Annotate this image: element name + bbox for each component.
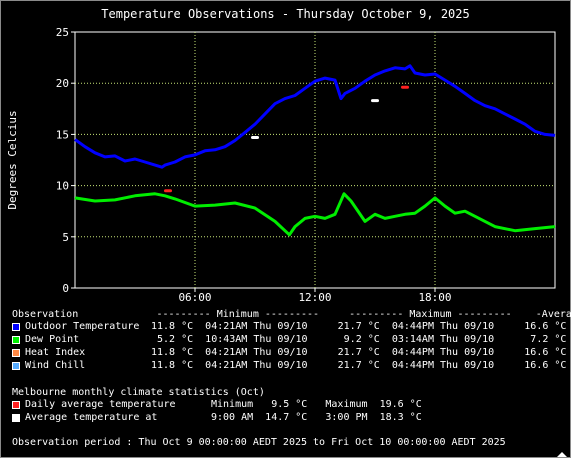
row-values-dew: 5.2 °C 10:43AM Thu 09/10 9.2 °C 03:14AM … [151, 334, 567, 345]
y-tick-label: 15 [56, 128, 69, 141]
x-tick-label: 06:00 [178, 291, 211, 304]
row-label-heat: Heat Index [25, 347, 86, 358]
row-label-wind: Wind Chill [25, 360, 86, 371]
legend-swatch-outdoor [12, 323, 20, 331]
legend-swatch-wind [12, 362, 20, 370]
climate-marker-avg-at [371, 99, 379, 103]
row-values-heat: 11.8 °C 04:21AM Thu 09/10 21.7 °C 04:44P… [151, 347, 567, 358]
row-label-dew: Dew Point [25, 334, 80, 345]
legend-swatch-dew [12, 336, 20, 344]
climate-at-values: 9:00 AM 14.7 °C 3:00 PM 18.3 °C [211, 412, 422, 423]
legend-swatch-climate-at [12, 414, 20, 422]
legend-swatch-heat [12, 349, 20, 357]
climate-marker-avg-at [251, 135, 259, 139]
observation-period: Observation period : Thu Oct 9 00:00:00 … [12, 437, 506, 448]
chart-title: Temperature Observations - Thursday Octo… [101, 7, 470, 21]
scroll-up-icon[interactable] [557, 452, 567, 457]
climate-heading: Melbourne monthly climate statistics (Oc… [12, 387, 265, 398]
climate-at-label: Average temperature at [25, 412, 158, 423]
climate-avg-label: Daily average temperature [25, 399, 176, 410]
row-values-wind: 11.8 °C 04:21AM Thu 09/10 21.7 °C 04:44P… [151, 360, 567, 371]
y-tick-label: 10 [56, 180, 69, 193]
climate-marker-daily-avg [401, 85, 409, 89]
table-header: Observation --------- Minimum --------- … [12, 309, 571, 320]
plot-area [74, 31, 556, 289]
y-tick-label: 5 [62, 231, 69, 244]
series-line-dew-point [74, 192, 556, 237]
x-tick-label: 12:00 [298, 291, 331, 304]
y-tick-label: 0 [62, 282, 69, 295]
y-axis-label: Degrees Celcius [6, 110, 19, 209]
climate-marker-daily-avg [164, 189, 172, 193]
legend-swatch-climate-avg [12, 401, 20, 409]
series-line-outdoor-temperature [74, 64, 556, 169]
climate-avg-values: Minimum 9.5 °C Maximum 19.6 °C [211, 399, 422, 410]
y-tick-label: 25 [56, 26, 69, 39]
row-values-outdoor: 11.8 °C 04:21AM Thu 09/10 21.7 °C 04:44P… [151, 321, 567, 332]
x-tick-label: 18:00 [418, 291, 451, 304]
row-label-outdoor: Outdoor Temperature [25, 321, 140, 332]
y-tick-label: 20 [56, 77, 69, 90]
